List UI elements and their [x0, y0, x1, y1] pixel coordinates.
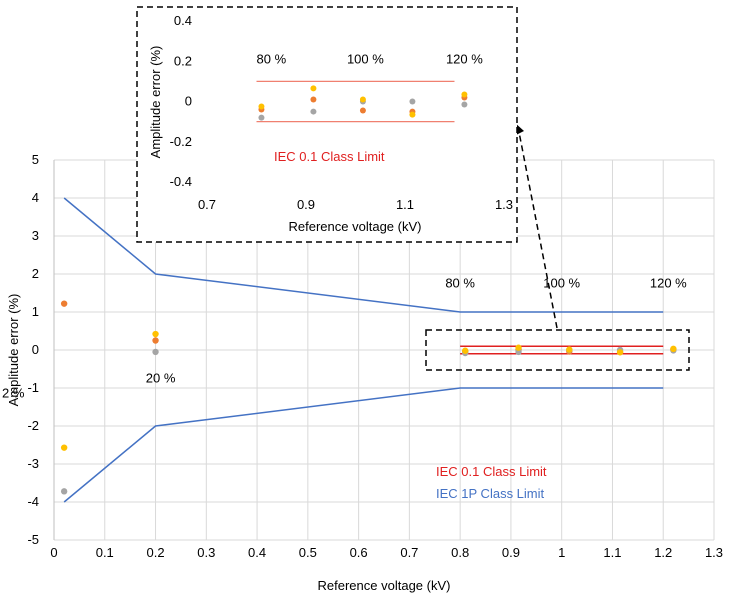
inset-frame	[136, 6, 518, 243]
inset-data-points	[258, 85, 468, 121]
main-legend: IEC 0.1 Class Limit IEC 1P Class Limit	[436, 464, 547, 501]
main-y-tick-label: -3	[27, 456, 39, 471]
main-x-tick-label: 0.3	[197, 545, 215, 560]
inset-annotation-100: 100 %	[347, 51, 384, 66]
main-x-tick-label: 0.4	[248, 545, 266, 560]
main-y-tick-label: 0	[32, 342, 39, 357]
inset-annotation-120: 120 %	[446, 51, 483, 66]
inset-point-series-1	[359, 107, 366, 114]
inset-x-tick-label: 1.1	[396, 197, 414, 212]
zoom-arrow	[514, 122, 558, 329]
inset-annotation-80: 80 %	[257, 51, 287, 66]
inset-legend-iec-0-1-class-limit: IEC 0.1 Class Limit	[274, 149, 385, 164]
main-data-points	[60, 300, 677, 495]
inset-point-series-3	[409, 111, 416, 118]
inset-point-series-3	[310, 85, 317, 92]
main-annotation-80: 80 %	[445, 275, 475, 290]
main-y-tick-label: -4	[27, 494, 39, 509]
main-annotation-120: 120 %	[650, 275, 687, 290]
inset-point-series-2	[258, 114, 265, 121]
main-point-series-1	[60, 300, 68, 307]
inset-point-series-1	[310, 96, 317, 103]
main-point-series-3	[60, 444, 68, 451]
main-x-tick-label: 0.9	[502, 545, 520, 560]
main-y-tick-label: 1	[32, 304, 39, 319]
inset-x-tick-label: 0.9	[297, 197, 315, 212]
inset-y-tick-label: 0.4	[174, 13, 192, 28]
main-x-axis-label: Reference voltage (kV)	[318, 578, 451, 593]
main-limit-iec-1p-class-limit-lower	[63, 387, 664, 503]
inset-point-series-3	[258, 103, 265, 110]
main-x-tick-label: 0	[50, 545, 57, 560]
main-point-series-1	[152, 337, 159, 344]
main-x-tick-label: 0.5	[299, 545, 317, 560]
inset-x-tick-label: 1.3	[495, 197, 513, 212]
inset-y-tick-label: -0.2	[170, 134, 192, 149]
inset-x-axis-label: Reference voltage (kV)	[289, 219, 422, 234]
main-point-series-3	[616, 349, 624, 356]
main-annotations: 2 % 20 % 80 % 100 % 120 %	[2, 275, 687, 400]
main-point-series-3	[152, 330, 159, 338]
main-y-tick-label: -5	[27, 532, 39, 547]
main-annotation-2: 2 %	[2, 386, 25, 401]
main-y-tick-label: 3	[32, 228, 39, 243]
zoom-region-box	[425, 329, 690, 371]
main-y-tick-label: 5	[32, 152, 39, 167]
main-point-series-3	[515, 344, 522, 351]
inset-y-tick-label: -0.4	[170, 174, 192, 189]
inset-tick-labels: 0.7 0.9 1.1 1.3 0.4 0.2 0 -0.2 -0.4	[170, 13, 513, 212]
main-annotation-100: 100 %	[543, 275, 580, 290]
main-limit-lines	[63, 197, 664, 503]
main-x-tick-label: 0.8	[451, 545, 469, 560]
legend-iec-0-1-class-limit: IEC 0.1 Class Limit	[436, 464, 547, 479]
inset-y-axis-label: Amplitude error (%)	[148, 46, 163, 159]
inset-point-series-3	[461, 91, 468, 98]
main-point-series-3	[566, 346, 573, 353]
main-annotation-20: 20 %	[146, 370, 176, 385]
main-limit-iec-1p-class-limit-upper	[63, 197, 664, 313]
main-x-tick-label: 1.3	[705, 545, 723, 560]
inset-point-series-2	[409, 98, 416, 105]
inset-annotations: 80 % 100 % 120 %	[257, 51, 484, 66]
main-x-tick-label: 0.7	[400, 545, 418, 560]
inset-limit-lines	[256, 80, 455, 123]
inset-point-series-3	[359, 96, 366, 103]
main-x-tick-label: 1.2	[654, 545, 672, 560]
inset-point-series-2	[461, 101, 468, 108]
main-tick-labels: 0 0.1 0.2 0.3 0.4 0.5 0.6 0.7 0.8 0.9 1 1.1 1.2 1.3 5 4…	[27, 152, 723, 560]
main-y-tick-label: 4	[32, 190, 39, 205]
inset-y-tick-label: 0	[185, 94, 192, 109]
main-x-tick-label: 1.1	[603, 545, 621, 560]
main-x-tick-label: 1	[558, 545, 565, 560]
inset-y-tick-label: 0.2	[174, 53, 192, 68]
legend-iec-1p-class-limit: IEC 1P Class Limit	[436, 486, 545, 501]
main-y-tick-label: -1	[27, 380, 39, 395]
main-x-tick-label: 0.6	[350, 545, 368, 560]
main-point-series-3	[462, 347, 469, 354]
main-y-axis-label: Amplitude error (%)	[6, 294, 21, 407]
main-y-tick-label: -2	[27, 418, 39, 433]
main-point-series-3	[670, 345, 677, 353]
main-point-series-2	[60, 488, 68, 495]
main-x-tick-label: 0.1	[96, 545, 114, 560]
inset-chart: 0.7 0.9 1.1 1.3 0.4 0.2 0 -0.2 -0.4 80 % 100 % 120…	[136, 6, 518, 243]
main-point-series-2	[152, 348, 159, 356]
main-y-tick-label: 2	[32, 266, 39, 281]
inset-point-series-2	[310, 108, 317, 115]
inset-x-tick-label: 0.7	[198, 197, 216, 212]
main-x-tick-label: 0.2	[146, 545, 164, 560]
